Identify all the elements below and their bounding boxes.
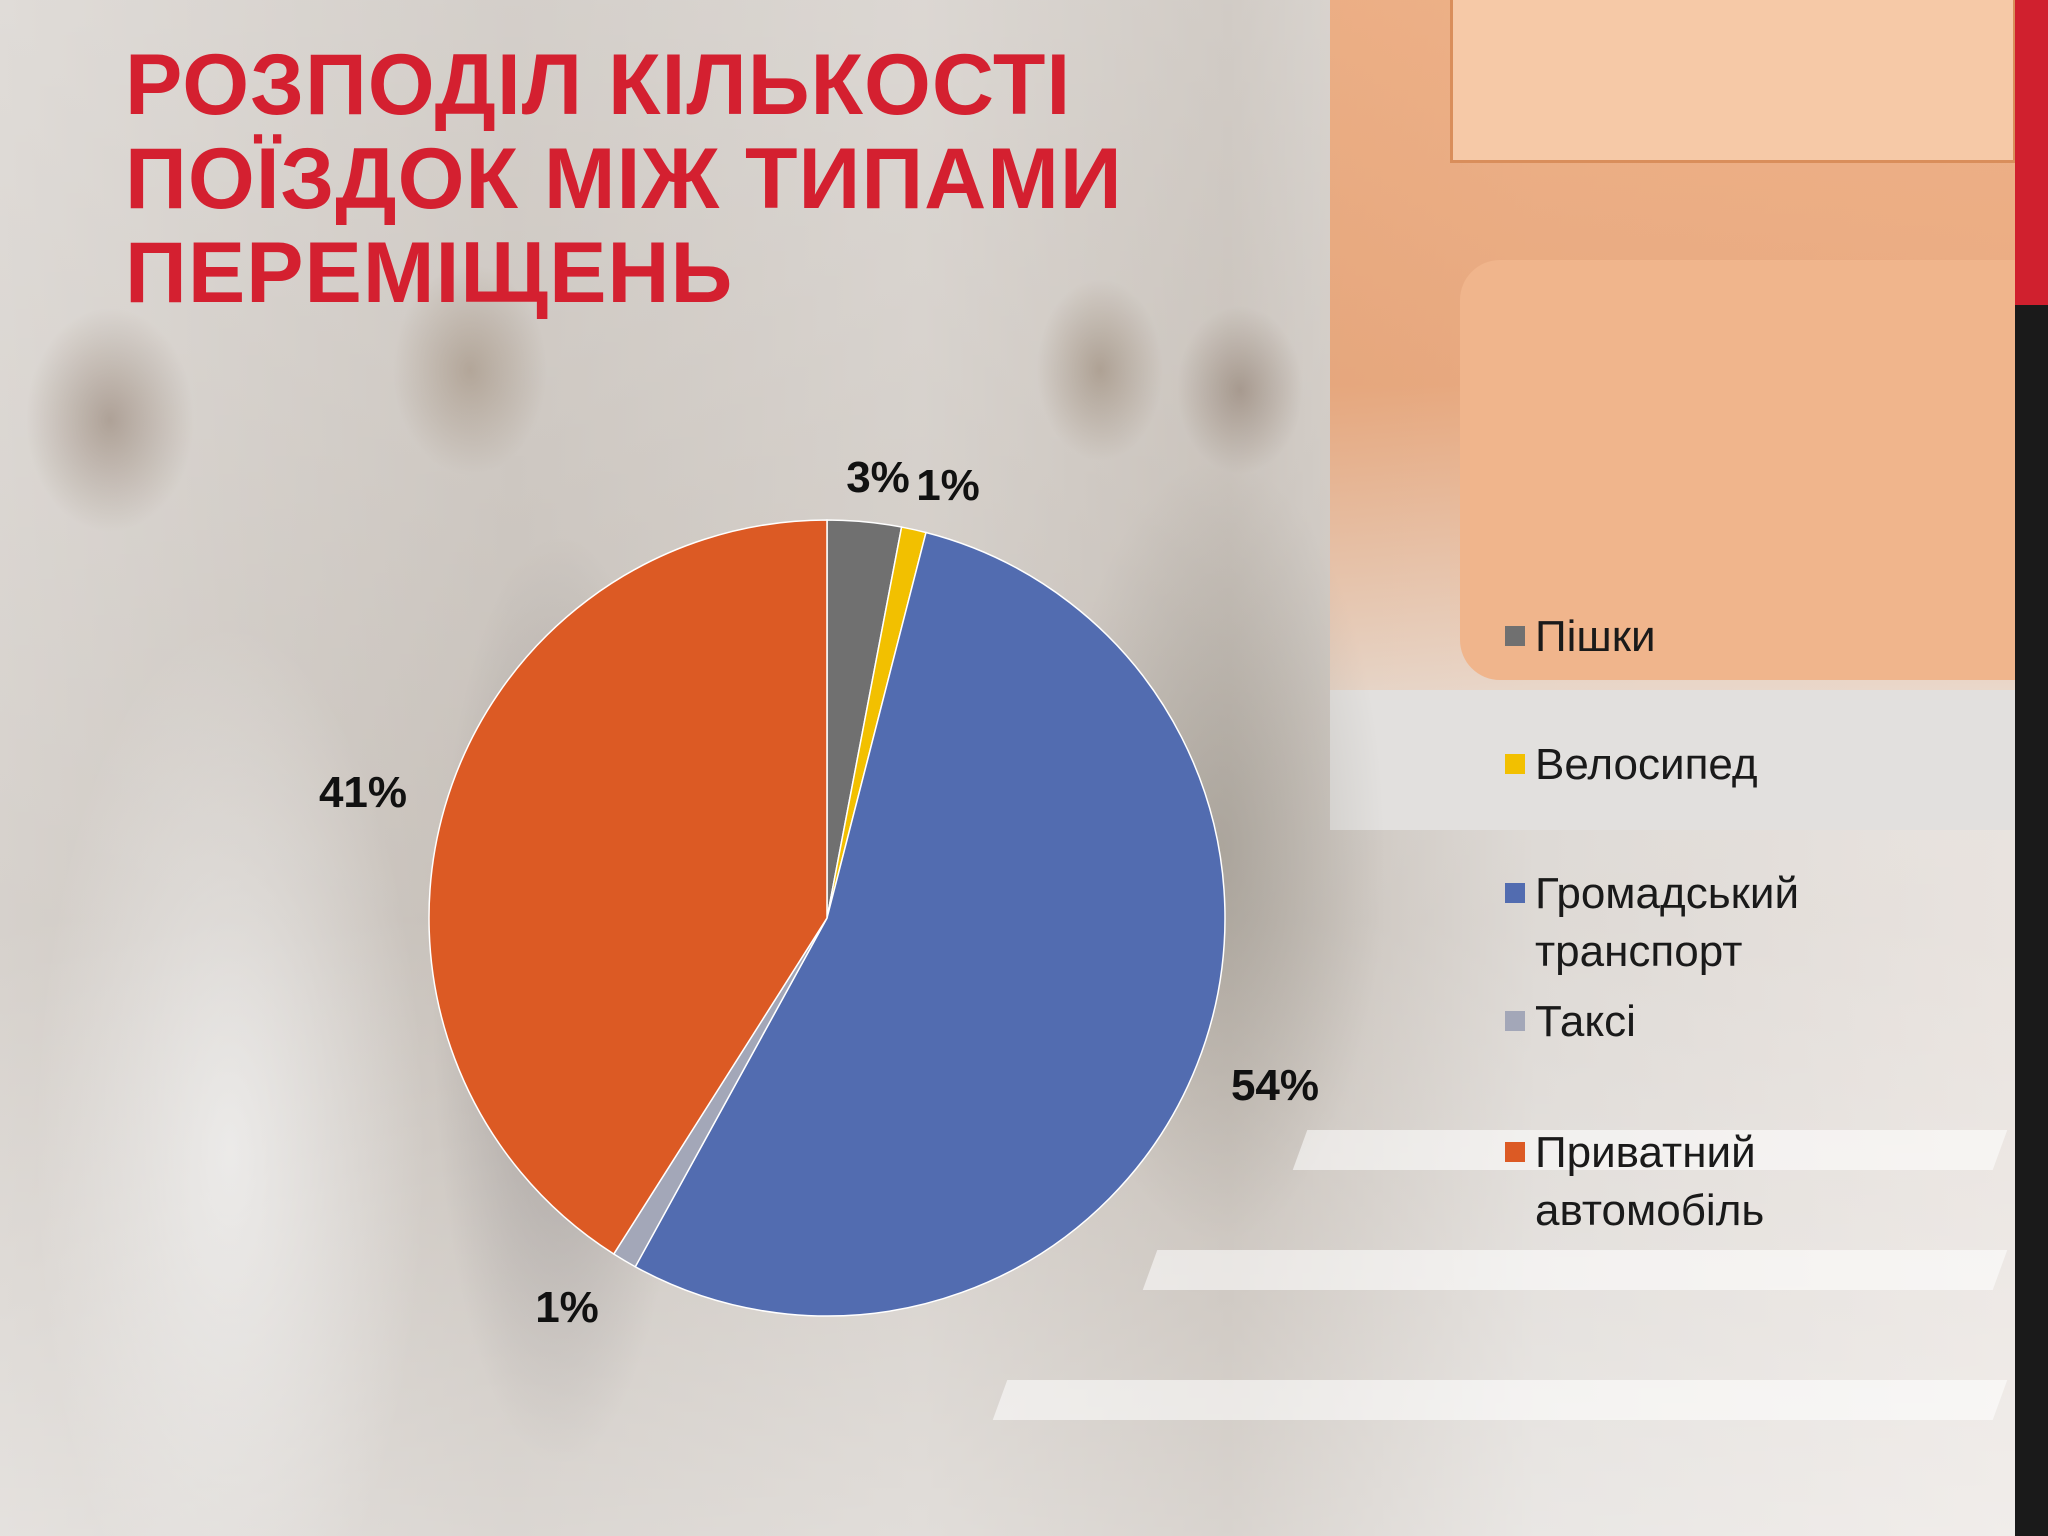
data-label: 1% — [535, 1283, 599, 1332]
legend-item: Громадський транспорт — [1505, 865, 1895, 981]
legend-item: Приватний автомобіль — [1505, 1124, 1895, 1240]
legend-label-line: Пішки — [1535, 612, 1656, 661]
legend-label-line: Громадський — [1535, 869, 1800, 918]
legend-label-line: Таксі — [1535, 997, 1636, 1046]
slide-title-line: поїздок між типами — [125, 131, 1123, 227]
legend-label: Громадський транспорт — [1535, 865, 1895, 981]
data-label: 3% — [846, 453, 910, 502]
legend-item: Велосипед — [1505, 736, 1895, 794]
pie-slice — [428, 519, 828, 1256]
legend-label-line: Велосипед — [1535, 740, 1758, 789]
legend-label-line: автомобіль — [1535, 1186, 1765, 1235]
legend-swatch — [1505, 1142, 1525, 1162]
legend-swatch — [1505, 754, 1525, 774]
slide-title: Розподіл кількості поїздок між типами пе… — [125, 38, 1275, 320]
data-label: 1% — [916, 461, 980, 510]
slide-title-line: переміщень — [125, 225, 734, 321]
pie-slice — [634, 531, 1226, 1317]
legend-label: Таксі — [1535, 993, 1895, 1051]
legend-swatch — [1505, 1011, 1525, 1031]
bus-lower-shape — [1460, 260, 2020, 680]
legend-swatch — [1505, 626, 1525, 646]
bus-window-shape — [1450, 0, 2016, 163]
legend-label-line: Приватний — [1535, 1128, 1756, 1177]
legend-item: Пішки — [1505, 608, 1895, 666]
slide-title-line: Розподіл кількості — [125, 37, 1072, 133]
data-label: 41% — [319, 768, 407, 817]
legend-label: Пішки — [1535, 608, 1895, 666]
legend-label: Велосипед — [1535, 736, 1895, 794]
bus-base-shape — [1330, 690, 2048, 830]
data-label: 54% — [1231, 1061, 1319, 1110]
legend-item: Таксі — [1505, 993, 1895, 1051]
legend-swatch — [1505, 883, 1525, 903]
accent-bar-red — [2015, 0, 2048, 305]
legend-label: Приватний автомобіль — [1535, 1124, 1895, 1240]
accent-bar-dark — [2015, 305, 2048, 1536]
legend-label-line: транспорт — [1535, 927, 1743, 976]
